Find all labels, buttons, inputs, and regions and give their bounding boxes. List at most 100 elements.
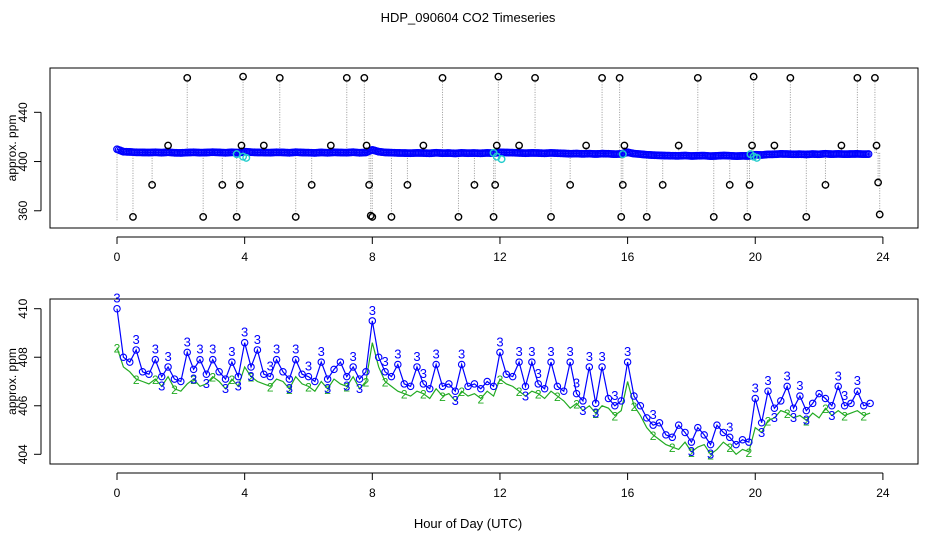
black-point: [489, 213, 498, 221]
black-point: [658, 181, 667, 189]
series-3-marker: 3: [726, 419, 733, 434]
series-3-point: [859, 402, 868, 410]
series-3-point: [215, 368, 223, 376]
series-2-marker: 2: [497, 373, 504, 387]
series-2-marker: 2: [554, 390, 561, 404]
x-tick-label: 8: [369, 486, 376, 500]
y-tick-label: 440: [16, 102, 30, 122]
series-3-point: [157, 372, 166, 381]
series-2-marker: 2: [669, 441, 676, 455]
series-3-point: [553, 382, 562, 391]
x-tick-label: 0: [114, 486, 121, 500]
black-point: [365, 181, 374, 189]
series-2-marker: 2: [401, 388, 408, 402]
series-3-point: [349, 363, 357, 371]
black-point: [770, 141, 779, 150]
series-3-marker: 3: [305, 359, 312, 374]
black-point: [259, 141, 268, 150]
black-point: [837, 141, 846, 150]
series-3-point: [547, 358, 555, 366]
series-3-marker: 3: [611, 388, 618, 403]
series-3-point: [515, 358, 523, 366]
series-3-point: [260, 370, 268, 378]
series-3-marker: 3: [113, 291, 120, 306]
series-3-marker: 3: [235, 379, 242, 394]
series-3-point: [655, 418, 664, 427]
series-3-point: [598, 363, 606, 371]
series-3-point: [496, 348, 504, 357]
series-3-point: [285, 375, 294, 383]
series-2-marker: 2: [611, 409, 618, 423]
x-tick-label: 16: [621, 486, 635, 500]
series-2-marker: 2: [114, 342, 121, 356]
y-tick-label: 400: [16, 151, 30, 171]
black-point: [454, 213, 463, 221]
series-3-point: [796, 392, 804, 400]
series-3-marker: 3: [573, 376, 580, 391]
series-3-point: [477, 385, 485, 393]
black-point: [531, 73, 539, 82]
black-point: [745, 181, 754, 189]
series-3-point: [196, 355, 204, 364]
series-2-marker: 2: [209, 371, 216, 385]
cyan-point: [752, 153, 761, 162]
series-2-marker: 2: [592, 407, 599, 421]
series-3-point: [840, 402, 849, 410]
plot-frame: [49, 67, 919, 229]
x-tick-label: 12: [493, 486, 507, 500]
series-3-marker: 3: [324, 381, 331, 396]
series-3-marker: 3: [784, 368, 791, 383]
series-3-marker: 3: [369, 303, 376, 318]
black-point: [403, 181, 412, 189]
series-3-point: [572, 389, 581, 398]
series-3-marker: 3: [688, 444, 695, 459]
series-3-point: [132, 346, 140, 354]
black-point: [853, 73, 862, 82]
series-2-marker: 2: [382, 376, 389, 390]
series-3-point: [853, 387, 862, 395]
series-3-point: [151, 355, 160, 364]
series-3-marker: 3: [286, 381, 293, 396]
series-3-marker: 3: [515, 344, 522, 359]
series-3-marker: 3: [267, 359, 274, 374]
series-3-point: [438, 382, 447, 391]
black-point: [360, 73, 369, 82]
series-3-marker: 3: [394, 347, 401, 362]
series-3-point: [209, 355, 217, 364]
black-point: [492, 141, 501, 150]
black-point: [620, 141, 629, 150]
series-2-marker: 2: [784, 407, 791, 421]
series-3-point: [387, 372, 396, 381]
series-3-point: [802, 406, 811, 415]
series-3-point: [406, 382, 415, 391]
series-3-marker: 3: [292, 342, 299, 357]
series-2-marker: 2: [573, 397, 580, 411]
series-2-marker: 2: [631, 400, 638, 414]
series-3-point: [317, 358, 325, 366]
series-3-point: [694, 423, 702, 432]
black-point: [693, 73, 702, 82]
series-3-point: [400, 380, 408, 388]
black-point: [491, 181, 500, 189]
series-3-point: [847, 399, 855, 408]
series-2-marker: 2: [267, 380, 274, 394]
series-3-point: [674, 421, 683, 429]
x-axis-label: Hour of Day (UTC): [414, 516, 522, 531]
series-3-point: [617, 397, 625, 405]
series-2-marker: 2: [458, 385, 465, 399]
series-2-marker: 2: [860, 409, 867, 423]
y-tick-label: 404: [16, 444, 30, 464]
black-point: [129, 213, 137, 221]
series-2-marker: 2: [746, 446, 753, 460]
x-axis: 0 4 8 12 16 20 24: [114, 472, 890, 500]
series-3-point: [451, 387, 460, 395]
black-point: [725, 181, 734, 189]
black-point: [164, 141, 172, 150]
black-point: [642, 213, 651, 221]
series-3-point: [815, 389, 823, 398]
x-tick-label: 16: [621, 250, 635, 264]
series-2-marker: 2: [324, 383, 331, 397]
black-point: [366, 211, 375, 220]
